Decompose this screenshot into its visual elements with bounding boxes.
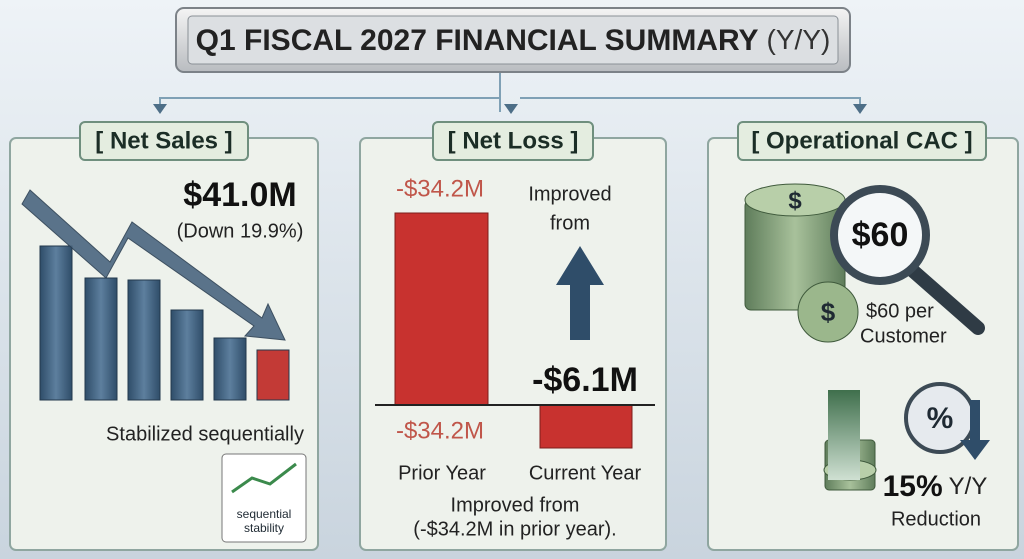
badge-text: stability — [244, 521, 284, 535]
heading: [ Net Loss ] — [448, 127, 579, 154]
badge-text: sequential — [237, 507, 292, 521]
footnote: (-$34.2M in prior year). — [413, 518, 616, 540]
title: Q1 FISCAL 2027 FINANCIAL SUMMARY (Y/Y) — [196, 24, 831, 57]
heading-box — [737, 121, 987, 161]
panel-headings — [79, 121, 987, 161]
cac-value: $60 — [852, 216, 909, 254]
current-label: -$6.1M — [532, 361, 638, 399]
heading: [ Net Sales ] — [95, 127, 232, 154]
category: Current Year — [529, 462, 642, 484]
reduction-text: Reduction — [891, 508, 981, 530]
connector-arrows — [153, 104, 867, 114]
green-bar — [828, 390, 860, 480]
badge-line — [231, 462, 297, 494]
improved-text: Improved — [528, 183, 611, 205]
coin-symbol: $ — [821, 297, 836, 327]
title-main: Q1 FISCAL 2027 FINANCIAL SUMMARY — [196, 24, 759, 57]
trend-arrow — [21, 189, 286, 341]
footnote: Improved from — [451, 494, 580, 516]
down-arrow — [960, 400, 990, 460]
heading: [ Operational CAC ] — [751, 127, 972, 154]
reduction: 15% Y/Y — [883, 470, 988, 503]
coin-symbol: $ — [788, 187, 802, 214]
category: Prior Year — [398, 462, 486, 484]
per-customer: $60 per — [866, 300, 934, 322]
prior-bottom-label: -$34.2M — [396, 417, 484, 444]
sales-value: $41.0M — [183, 176, 296, 214]
prior-top-label: -$34.2M — [396, 175, 484, 202]
coin-stack — [744, 183, 877, 491]
heading-box — [79, 121, 249, 161]
magnifier-handle — [905, 263, 985, 335]
improve-arrow — [556, 246, 604, 340]
heading-box — [432, 121, 594, 161]
current-bar — [539, 404, 633, 449]
reduction-suffix: Y/Y — [949, 473, 988, 500]
reduction-value: 15% — [883, 470, 943, 503]
per-customer: Customer — [860, 325, 947, 347]
prior-bar — [394, 212, 489, 406]
badge — [221, 453, 307, 543]
sales-change: (Down 19.9%) — [177, 220, 304, 242]
title-plate — [187, 15, 839, 65]
sales-bars — [39, 245, 290, 401]
percent-icon: % — [927, 402, 954, 435]
sales-note: Stabilized sequentially — [106, 423, 304, 445]
magnifier — [830, 185, 930, 285]
improved-text: from — [550, 212, 590, 234]
title-suffix: (Y/Y) — [767, 24, 831, 55]
